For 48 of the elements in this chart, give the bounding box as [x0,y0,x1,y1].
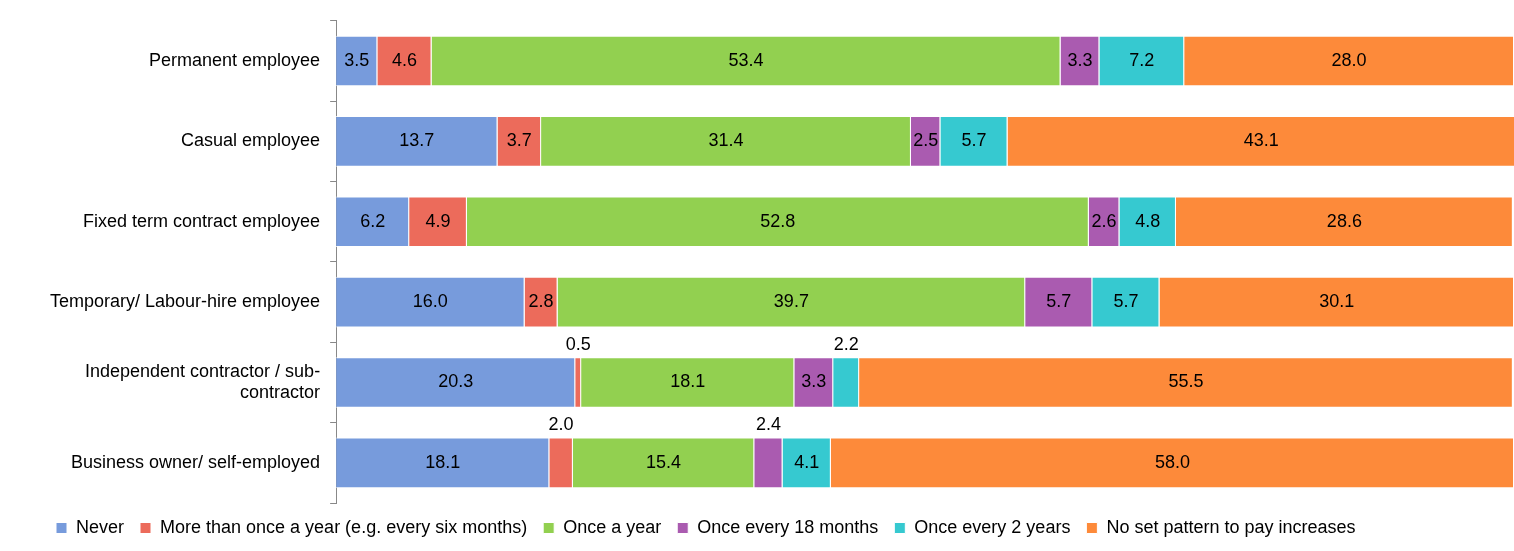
legend-label: Once a year [563,516,662,537]
data-label: 0.5 [565,334,591,355]
data-label: 2.2 [833,334,859,355]
data-label: 30.1 [1319,291,1355,312]
data-label: 28.6 [1326,210,1362,231]
data-label: 39.7 [773,291,809,312]
data-label: 4.6 [391,49,417,70]
data-label: 3.3 [801,371,827,392]
data-label: 5.7 [1113,291,1139,312]
legend-label: Once every 18 months [697,516,879,537]
data-label: 7.2 [1129,49,1155,70]
data-label: 3.5 [344,49,370,70]
y-tick-label: Business owner/ self-employed [71,451,321,472]
data-label: 52.8 [760,210,796,231]
data-label: 2.6 [1091,210,1117,231]
data-label: 53.4 [728,49,764,70]
data-label: 15.4 [646,451,682,472]
y-tick-label: Casual employee [181,130,321,151]
data-label: 20.3 [438,371,474,392]
data-label: 13.7 [399,130,435,151]
data-label: 43.1 [1243,130,1279,151]
data-label: 2.0 [548,414,574,435]
data-label: 5.7 [1046,291,1072,312]
y-tick-label: Independent contractor / sub-contractor [84,360,321,403]
legend-label: Never [76,516,125,537]
y-tick-label: Permanent employee [149,49,321,70]
data-label: 2.4 [755,414,781,435]
data-label: 4.9 [425,210,451,231]
data-label: 16.0 [412,291,448,312]
data-label: 5.7 [961,130,987,151]
data-label: 58.0 [1154,451,1190,472]
data-label: 4.8 [1135,210,1161,231]
data-label: 3.7 [506,130,532,151]
data-label: 55.5 [1168,371,1204,392]
legend-label: Once every 2 years [914,516,1071,537]
data-label: 18.1 [425,451,461,472]
y-tick-label: Fixed term contract employee [83,210,321,231]
legend-label: No set pattern to pay increases [1106,516,1356,537]
data-label: 31.4 [708,130,744,151]
data-label: 3.3 [1067,49,1093,70]
data-label: 18.1 [670,371,706,392]
legend-label: More than once a year (e.g. every six months) [160,516,528,537]
y-tick-label: Temporary/ Labour-hire employee [49,291,321,312]
data-label: 2.5 [913,130,939,151]
data-label: 28.0 [1331,49,1367,70]
data-label: 6.2 [360,210,386,231]
data-label: 4.1 [794,451,820,472]
data-label: 2.8 [528,291,554,312]
